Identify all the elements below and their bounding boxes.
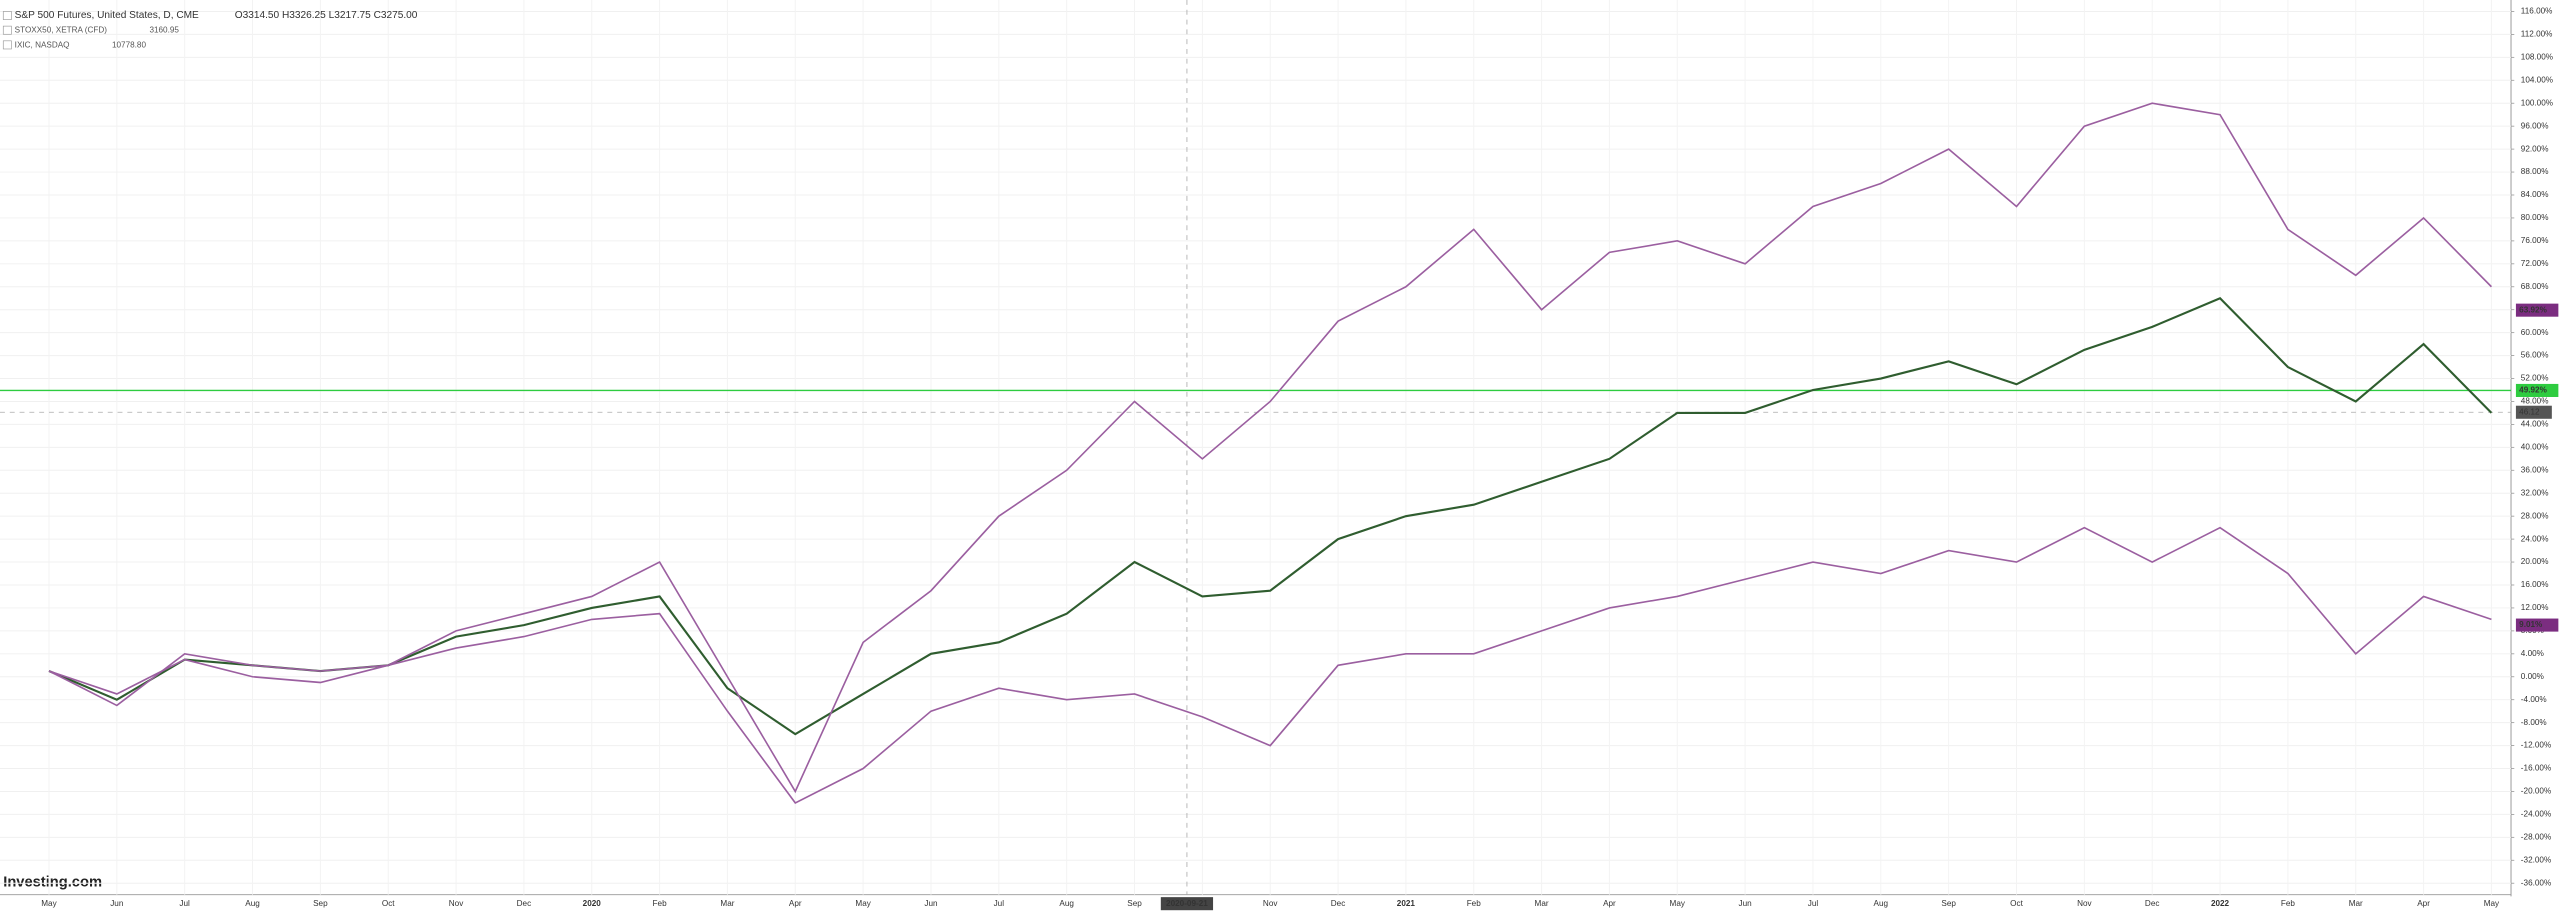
y-tick-label: 36.00% (2521, 465, 2549, 474)
y-tick-label: 24.00% (2521, 534, 2549, 543)
x-tick-label: Sep (313, 899, 328, 908)
x-tick-label: Apr (789, 899, 802, 908)
x-tick-label: Dec (1331, 899, 1346, 908)
y-tick-label: 0.00% (2521, 672, 2544, 681)
x-tick-label: Sep (1127, 899, 1142, 908)
legend-name: IXIC, NASDAQ (15, 40, 70, 49)
y-tick-label: 28.00% (2521, 511, 2549, 520)
y-tick-label: 88.00% (2521, 167, 2549, 176)
x-tick-label: Sep (1941, 899, 1956, 908)
series-tag-label: 9.01% (2519, 620, 2543, 629)
y-tick-label: -16.00% (2521, 764, 2551, 773)
legend-name: S&P 500 Futures, United States, D, CME (15, 10, 199, 21)
y-tick-label: -28.00% (2521, 832, 2551, 841)
x-tick-label: May (1670, 899, 1686, 908)
x-tick-label: Oct (382, 899, 395, 908)
x-tick-label: Aug (1874, 899, 1889, 908)
y-tick-label: 60.00% (2521, 328, 2549, 337)
x-tick-label: May (855, 899, 871, 908)
y-tick-label: 104.00% (2521, 75, 2553, 84)
x-tick-label: Nov (449, 899, 464, 908)
y-tick-label: -20.00% (2521, 787, 2551, 796)
y-tick-label: 48.00% (2521, 397, 2549, 406)
logo: Investing.com (3, 875, 102, 891)
series-tag (2515, 618, 2559, 632)
x-tick-label: Aug (245, 899, 260, 908)
y-tick-label: 112.00% (2521, 30, 2553, 39)
x-tick-label: Feb (653, 899, 668, 908)
x-tick-label: May (2484, 899, 2500, 908)
x-tick-label: Feb (1467, 899, 1482, 908)
series-line (48, 296, 2493, 736)
x-tick-label: Nov (1263, 899, 1278, 908)
x-tick-label: Jul (1808, 899, 1819, 908)
x-tick-label: 2021 (1397, 899, 1416, 908)
y-tick-label: 72.00% (2521, 259, 2549, 268)
legend-box (2, 11, 12, 20)
y-tick-label: 32.00% (2521, 488, 2549, 497)
y-tick-label: 12.00% (2521, 603, 2549, 612)
series-tag-label: 63.92% (2519, 305, 2547, 314)
y-tick-label: 44.00% (2521, 420, 2549, 429)
series-tag (2515, 303, 2559, 317)
x-tick-label: Aug (1059, 899, 1074, 908)
reference-tag-label: 49.92% (2519, 386, 2547, 395)
y-tick-label: -8.00% (2521, 718, 2547, 727)
y-tick-label: 96.00% (2521, 121, 2549, 130)
x-tick-label: Dec (2145, 899, 2160, 908)
y-tick-label: 16.00% (2521, 580, 2549, 589)
crosshair-y-tag (2515, 405, 2552, 419)
y-tick-label: 40.00% (2521, 443, 2549, 452)
y-tick-label: 4.00% (2521, 649, 2544, 658)
y-tick-label: 68.00% (2521, 282, 2549, 291)
y-tick-label: 92.00% (2521, 144, 2549, 153)
crosshair-x-tag (1160, 897, 1214, 911)
legend-name: STOXX50, XETRA (CFD) (15, 26, 108, 35)
reference-tag (2515, 383, 2559, 397)
x-tick-label: Dec (517, 899, 532, 908)
x-tick-label: Jul (994, 899, 1005, 908)
y-tick-label: -36.00% (2521, 878, 2551, 887)
crosshair-x-label: 2020-09-21 (1166, 899, 1208, 908)
x-tick-label: Apr (1603, 899, 1616, 908)
y-tick-label: 56.00% (2521, 351, 2549, 360)
legend-quote: 10778.80 (112, 40, 146, 49)
y-tick-label: 100.00% (2521, 98, 2553, 107)
legend-quote: O3314.50 H3326.25 L3217.75 C3275.00 (235, 10, 418, 21)
x-tick-label: Mar (1535, 899, 1549, 908)
y-tick-label: 52.00% (2521, 374, 2549, 383)
crosshair-y-label: 46.12 (2519, 407, 2540, 416)
series-line (48, 526, 2492, 804)
legend-box (2, 40, 12, 50)
x-tick-label: Nov (2077, 899, 2092, 908)
x-tick-label: 2020 (583, 899, 602, 908)
x-tick-label: Jun (924, 899, 937, 908)
x-tick-label: 2022 (2211, 899, 2230, 908)
y-tick-label: 84.00% (2521, 190, 2549, 199)
x-tick-label: Mar (720, 899, 734, 908)
y-tick-label: 108.00% (2521, 53, 2553, 62)
x-tick-label: Jun (1739, 899, 1752, 908)
x-tick-label: Oct (2010, 899, 2023, 908)
y-tick-label: -32.00% (2521, 855, 2551, 864)
x-tick-label: Feb (2281, 899, 2296, 908)
y-tick-label: -24.00% (2521, 810, 2551, 819)
series-line (48, 102, 2493, 794)
legend-quote: 3160.95 (149, 26, 179, 35)
y-tick-label: -4.00% (2521, 695, 2547, 704)
y-tick-label: 20.00% (2521, 557, 2549, 566)
x-tick-label: Jun (110, 899, 123, 908)
y-tick-label: 80.00% (2521, 213, 2549, 222)
y-tick-label: 76.00% (2521, 236, 2549, 245)
x-tick-label: Mar (2349, 899, 2363, 908)
y-tick-label: -12.00% (2521, 741, 2551, 750)
x-tick-label: May (41, 899, 57, 908)
legend-box (2, 25, 12, 35)
x-tick-label: Apr (2417, 899, 2430, 908)
x-tick-label: Jul (179, 899, 190, 908)
y-tick-label: 116.00% (2521, 7, 2553, 16)
